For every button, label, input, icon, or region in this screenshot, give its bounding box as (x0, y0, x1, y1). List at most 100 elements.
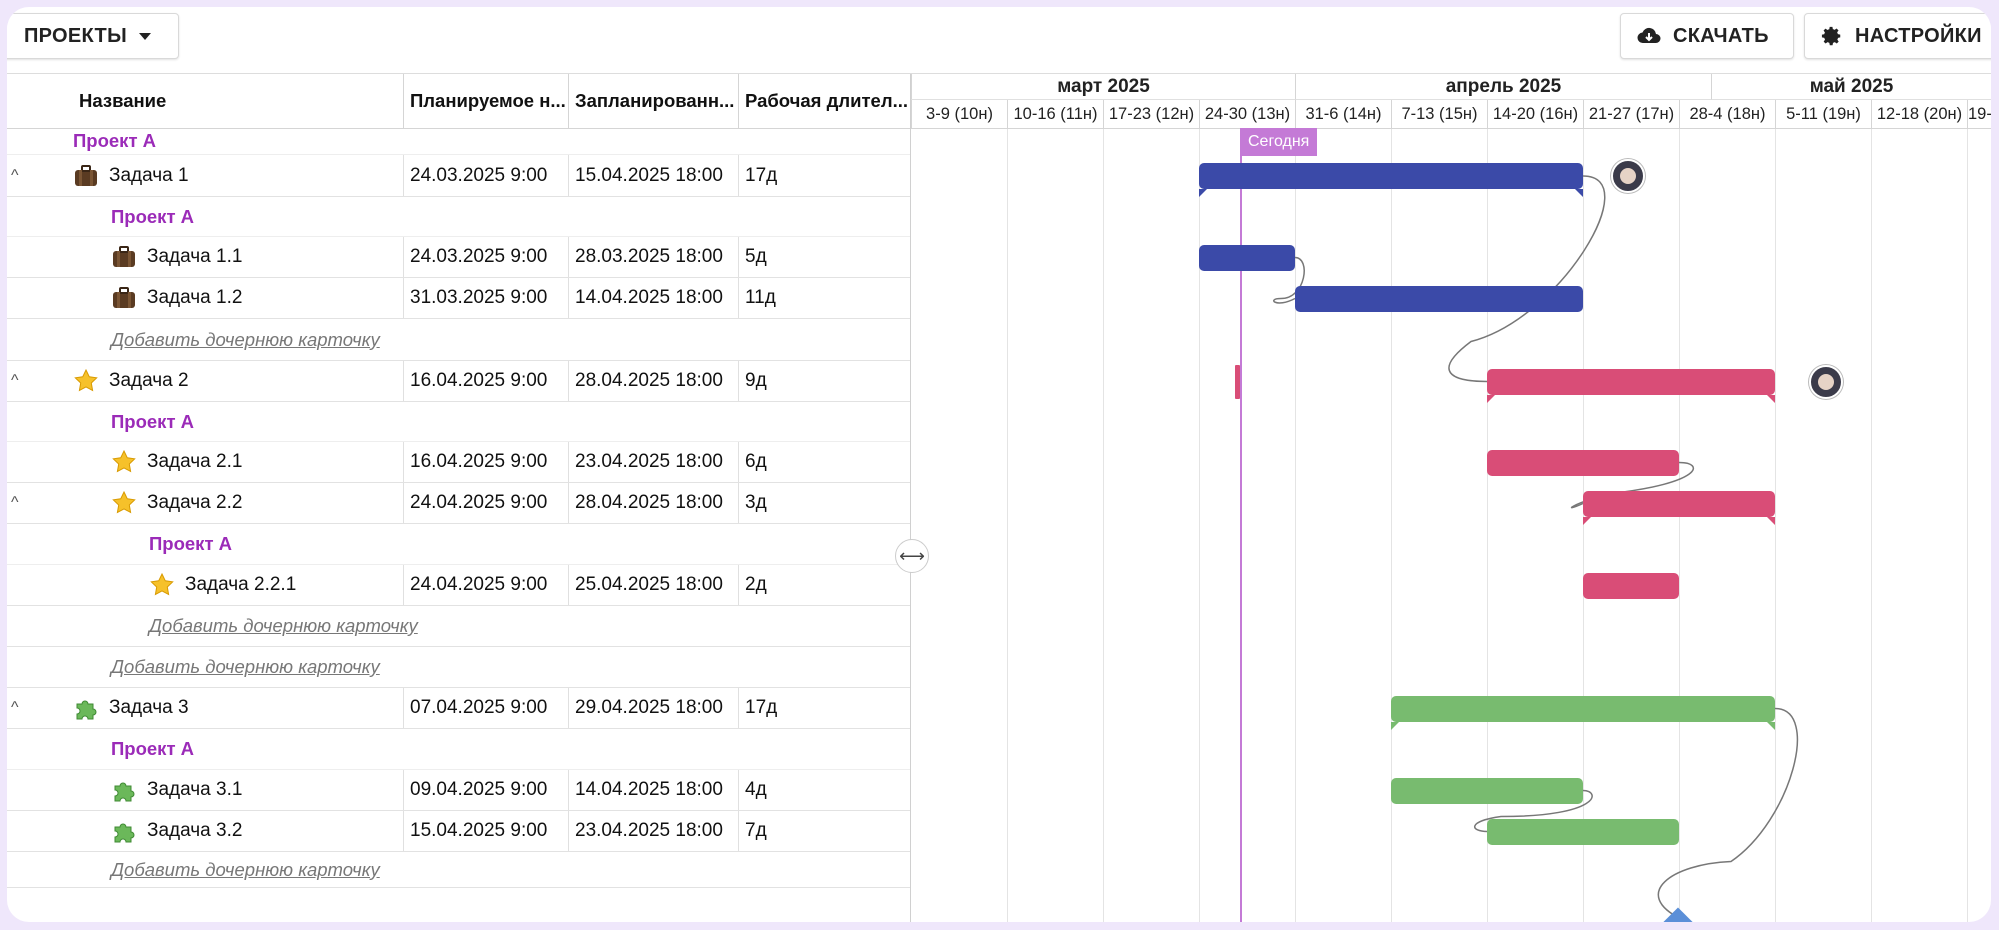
task-row[interactable]: ^ Задача 3 07.04.2025 9:00 29.04.2025 18:00… (7, 688, 910, 729)
planned-start-cell[interactable]: 24.04.2025 9:00 (403, 565, 568, 605)
gantt-bar-task-2[interactable] (1487, 368, 1775, 403)
duration-cell[interactable]: 4д (738, 770, 910, 810)
download-button[interactable]: СКАЧАТЬ (1620, 13, 1794, 59)
add-child-card-row[interactable]: Добавить дочернюю карточку (7, 606, 910, 647)
column-header-planned-start[interactable]: Планируемое н... (403, 74, 568, 128)
gantt-bar-task-2-2-1[interactable] (1583, 572, 1679, 599)
settings-button[interactable]: НАСТРОЙКИ (1804, 13, 1991, 59)
gantt-bar-task-2-marker[interactable] (1235, 364, 1240, 399)
projects-dropdown[interactable]: ПРОЕКТЫ (7, 13, 179, 59)
gantt-bar-task-3-2[interactable] (1487, 818, 1679, 845)
task-name[interactable]: Задача 2.1 (147, 451, 243, 472)
add-child-card-row[interactable]: Добавить дочернюю карточку (7, 647, 910, 688)
task-grid: Название Планируемое н... Запланированн.… (7, 74, 911, 922)
project-label[interactable]: Проект А (111, 738, 195, 759)
assignee-avatar[interactable] (1809, 364, 1843, 399)
duration-cell[interactable]: 6д (738, 442, 910, 482)
task-name[interactable]: Задача 2.2.1 (185, 574, 297, 595)
task-name[interactable]: Задача 2.2 (147, 492, 243, 513)
task-name[interactable]: Задача 1.2 (147, 287, 243, 308)
task-name[interactable]: Задача 3.1 (147, 779, 243, 800)
project-group-row[interactable]: Проект А (7, 402, 910, 442)
duration-cell[interactable]: 3д (738, 483, 910, 523)
add-child-card-link[interactable]: Добавить дочернюю карточку (111, 656, 380, 677)
add-child-card-link[interactable]: Добавить дочернюю карточку (149, 615, 418, 636)
planned-start-cell[interactable]: 24.04.2025 9:00 (403, 483, 568, 523)
project-group-row[interactable]: Проект А (7, 128, 910, 155)
week-gridline (1487, 128, 1488, 922)
add-child-card-row[interactable]: Добавить дочернюю карточку (7, 319, 910, 361)
duration-cell[interactable]: 17д (738, 155, 910, 196)
download-label: СКАЧАТЬ (1673, 24, 1769, 47)
project-label[interactable]: Проект А (111, 205, 195, 227)
project-group-row[interactable]: Проект А (7, 524, 910, 565)
task-row[interactable]: ^ Задача 2.2 24.04.2025 9:00 28.04.2025 18:… (7, 483, 910, 524)
collapse-chevron-icon[interactable]: ^ (11, 372, 19, 389)
assignee-avatar[interactable] (1611, 159, 1645, 193)
gantt-bar-task-3-1[interactable] (1391, 777, 1583, 804)
planned-start-cell[interactable]: 15.04.2025 9:00 (403, 811, 568, 851)
task-row[interactable]: ^ Задача 2 16.04.2025 9:00 28.04.2025 18:00… (7, 361, 910, 402)
task-row[interactable]: Задача 1.1 24.03.2025 9:00 28.03.2025 18:0… (7, 237, 910, 278)
project-group-row[interactable]: Проект А (7, 729, 910, 770)
collapse-chevron-icon[interactable]: ^ (11, 166, 19, 184)
add-child-card-link[interactable]: Добавить дочернюю карточку (111, 328, 380, 350)
gantt-bar-task-2-1[interactable] (1487, 449, 1679, 476)
duration-cell[interactable]: 9д (738, 361, 910, 401)
planned-start-cell[interactable]: 24.03.2025 9:00 (403, 237, 568, 277)
task-name[interactable]: Задача 3.2 (147, 820, 243, 841)
duration-cell[interactable]: 17д (738, 688, 910, 728)
planned-end-cell[interactable]: 28.03.2025 18:00 (568, 237, 738, 277)
planned-end-cell[interactable]: 14.04.2025 18:00 (568, 770, 738, 810)
gantt-bar-task-3[interactable] (1391, 695, 1775, 730)
duration-cell[interactable]: 5д (738, 237, 910, 277)
gantt-bar-task-2-2[interactable] (1583, 490, 1775, 525)
task-row[interactable]: Задача 3.1 09.04.2025 9:00 14.04.2025 18:0… (7, 770, 910, 811)
planned-end-cell[interactable]: 23.04.2025 18:00 (568, 442, 738, 482)
column-header-planned-end[interactable]: Запланированн... (568, 74, 738, 128)
task-row[interactable]: Задача 2.1 16.04.2025 9:00 23.04.2025 18:0… (7, 442, 910, 483)
planned-end-cell[interactable]: 28.04.2025 18:00 (568, 361, 738, 401)
gantt-bar-task-1-1[interactable] (1199, 244, 1295, 271)
cloud-download-icon (1637, 27, 1661, 44)
planned-start-cell[interactable]: 16.04.2025 9:00 (403, 442, 568, 482)
column-header-duration[interactable]: Рабочая длител... (738, 74, 910, 128)
project-group-row[interactable]: Проект А (7, 197, 910, 237)
planned-end-cell[interactable]: 25.04.2025 18:00 (568, 565, 738, 605)
planned-start-cell[interactable]: 24.03.2025 9:00 (403, 155, 568, 196)
panel-resize-handle[interactable]: ⟷ (895, 539, 929, 573)
duration-cell[interactable]: 11д (738, 278, 910, 318)
planned-start-cell[interactable]: 07.04.2025 9:00 (403, 688, 568, 728)
project-label[interactable]: Проект А (149, 533, 233, 554)
gantt-bar-task-1[interactable] (1199, 163, 1583, 197)
task-name[interactable]: Задача 1 (109, 164, 189, 186)
task-row[interactable]: ^ Задача 1 24.03.2025 9:00 15.04.2025 18:00… (7, 155, 910, 197)
duration-cell[interactable]: 7д (738, 811, 910, 851)
task-name[interactable]: Задача 3 (109, 697, 189, 718)
project-label[interactable]: Проект А (111, 410, 195, 432)
task-name[interactable]: Задача 1.1 (147, 246, 243, 267)
planned-start-cell[interactable]: 09.04.2025 9:00 (403, 770, 568, 810)
planned-start-cell[interactable]: 16.04.2025 9:00 (403, 361, 568, 401)
week-gridline (1871, 128, 1872, 922)
puzzle-icon (111, 818, 137, 844)
task-row[interactable]: Задача 3.2 15.04.2025 9:00 23.04.2025 18:0… (7, 811, 910, 852)
add-child-card-row[interactable]: Добавить дочернюю карточку (7, 852, 910, 888)
planned-end-cell[interactable]: 23.04.2025 18:00 (568, 811, 738, 851)
planned-end-cell[interactable]: 14.04.2025 18:00 (568, 278, 738, 318)
task-row[interactable]: Задача 1.2 31.03.2025 9:00 14.04.2025 18:0… (7, 278, 910, 319)
planned-end-cell[interactable]: 29.04.2025 18:00 (568, 688, 738, 728)
column-header-name[interactable]: Название (79, 90, 167, 111)
duration-cell[interactable]: 2д (738, 565, 910, 605)
gantt-bar-task-1-2[interactable] (1295, 285, 1583, 312)
task-name[interactable]: Задача 2 (109, 370, 189, 391)
timeline-week: 28-4 (18н) (1679, 100, 1775, 128)
collapse-chevron-icon[interactable]: ^ (11, 494, 19, 511)
planned-start-cell[interactable]: 31.03.2025 9:00 (403, 278, 568, 318)
planned-end-cell[interactable]: 15.04.2025 18:00 (568, 155, 738, 196)
add-child-card-link[interactable]: Добавить дочернюю карточку (111, 858, 380, 880)
task-row[interactable]: Задача 2.2.1 24.04.2025 9:00 25.04.2025 18… (7, 565, 910, 606)
planned-end-cell[interactable]: 28.04.2025 18:00 (568, 483, 738, 523)
collapse-chevron-icon[interactable]: ^ (11, 699, 19, 716)
project-label[interactable]: Проект А (73, 130, 157, 151)
